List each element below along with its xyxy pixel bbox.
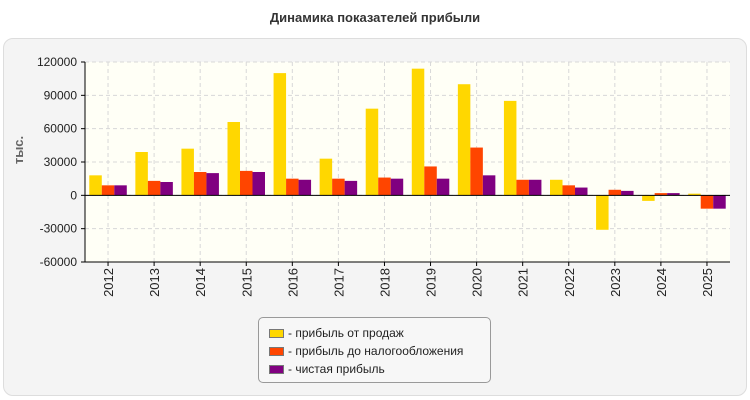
bar xyxy=(344,180,358,196)
bar xyxy=(667,193,680,196)
bar xyxy=(470,147,483,196)
chart-title: Динамика показателей прибыли xyxy=(269,10,481,25)
bar xyxy=(286,178,299,196)
bar xyxy=(114,185,127,196)
bar xyxy=(713,195,726,209)
y-tick-label: 60000 xyxy=(44,122,78,136)
bar xyxy=(688,193,701,196)
x-tick-label: 2021 xyxy=(516,268,531,297)
bar xyxy=(206,173,219,196)
bar xyxy=(252,172,265,196)
bar xyxy=(181,148,194,196)
x-tick-label: 2020 xyxy=(470,268,485,297)
legend-item: - чистая прибыль xyxy=(269,360,490,378)
bar xyxy=(298,179,312,196)
bar xyxy=(424,166,437,196)
bar xyxy=(700,195,714,209)
x-tick-label: 2012 xyxy=(101,268,116,297)
bar xyxy=(642,195,655,201)
y-tick-label: 90000 xyxy=(44,88,78,102)
bar xyxy=(575,187,588,196)
bar xyxy=(621,190,634,196)
legend-label: - чистая прибыль xyxy=(288,362,385,376)
legend-label: - прибыль до налогообложения xyxy=(288,344,464,358)
bar xyxy=(147,180,161,196)
legend-swatch xyxy=(269,346,284,356)
bar xyxy=(411,68,425,196)
x-tick-label: 2024 xyxy=(654,268,669,297)
x-tick-label: 2018 xyxy=(377,268,392,297)
bar xyxy=(596,195,609,230)
y-tick-label: 30000 xyxy=(44,155,78,169)
bar xyxy=(89,175,102,196)
x-tick-label: 2014 xyxy=(193,268,208,297)
y-tick-label: -30000 xyxy=(40,222,78,236)
bar xyxy=(503,100,517,196)
y-tick-label: 0 xyxy=(70,188,77,202)
bar xyxy=(101,185,115,196)
legend-swatch xyxy=(269,364,284,374)
bar xyxy=(135,152,148,196)
bar xyxy=(390,178,404,196)
x-tick-label: 2022 xyxy=(562,268,577,297)
legend-item: - прибыль до налогообложения xyxy=(269,342,490,360)
x-tick-label: 2017 xyxy=(331,268,346,297)
bar xyxy=(227,122,240,196)
x-tick-label: 2019 xyxy=(424,268,439,297)
legend-item: - прибыль от продаж xyxy=(269,324,490,342)
bar xyxy=(193,172,207,196)
chart-legend: - прибыль от продаж - прибыль до налогооб… xyxy=(258,317,491,383)
y-tick-label: -60000 xyxy=(40,255,78,269)
bar xyxy=(332,178,345,196)
bar xyxy=(436,178,450,196)
x-tick-label: 2015 xyxy=(239,268,254,297)
bar xyxy=(654,193,668,196)
bar xyxy=(240,170,253,196)
bar xyxy=(457,84,471,196)
bar xyxy=(562,185,575,196)
bar xyxy=(319,158,333,196)
bar xyxy=(365,108,379,196)
legend-swatch xyxy=(269,328,284,338)
y-axis-label: тыс. xyxy=(11,136,26,164)
bar xyxy=(160,182,173,196)
bar xyxy=(550,179,563,196)
bar xyxy=(528,179,542,196)
bar xyxy=(516,179,529,196)
x-tick-label: 2025 xyxy=(700,268,715,297)
bar xyxy=(482,175,496,196)
y-tick-label: 120000 xyxy=(37,55,77,69)
x-tick-label: 2013 xyxy=(147,268,162,297)
bar xyxy=(378,177,391,196)
bar xyxy=(273,73,287,196)
x-tick-label: 2023 xyxy=(608,268,623,297)
legend-label: - прибыль от продаж xyxy=(288,326,404,340)
x-tick-label: 2016 xyxy=(285,268,300,297)
bar xyxy=(608,189,622,196)
